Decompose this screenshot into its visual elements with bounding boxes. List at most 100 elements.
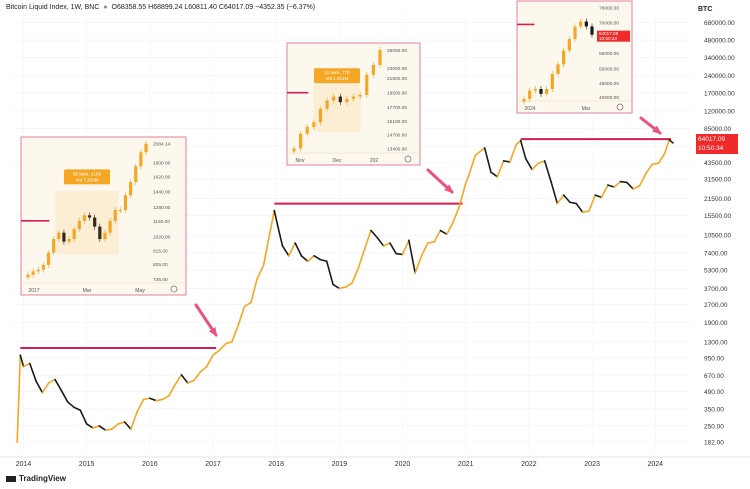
x-tick-label: 2023: [584, 461, 600, 468]
inset-y-tick: 1280.00: [153, 205, 171, 211]
inset-candle: [93, 217, 97, 227]
price-segment: [496, 160, 505, 178]
inset-y-tick: 1620.00: [153, 174, 171, 180]
price-segment: [47, 378, 56, 384]
inset-candle: [533, 89, 537, 91]
inset-candle: [528, 90, 532, 99]
inset-candle: [46, 252, 51, 265]
price-segment: [123, 421, 132, 430]
inset-y-tick: 56000.00: [599, 51, 619, 57]
y-tick-label: 120000.00: [704, 108, 735, 115]
inset-price-text: 64017.09: [599, 31, 619, 36]
inset-candle: [36, 269, 40, 272]
price-segment: [85, 423, 94, 429]
price-segment: [306, 255, 315, 263]
ohlc-high: H68899.24: [148, 4, 183, 11]
inset-candle: [52, 239, 56, 253]
price-segment: [344, 282, 353, 288]
inset-candle: [292, 148, 296, 152]
y-tick-label: 1900.00: [704, 320, 728, 327]
inset-y-tick: 1800.00: [153, 161, 171, 167]
inset-candle: [579, 21, 583, 27]
inset-y-tick: 1020.00: [153, 234, 171, 240]
inset-candle: [108, 220, 112, 233]
price-segment: [351, 267, 360, 284]
price-series: [16, 139, 674, 443]
inset-candle: [134, 166, 138, 183]
inset-candle: [87, 215, 92, 218]
inset-candle: [312, 122, 316, 127]
x-tick-label: 2015: [79, 461, 95, 468]
zoom-inset: 26000.00 23000.00 21500.00 19500.00 17700.00…: [286, 42, 421, 166]
y-tick-label: 350.00: [704, 406, 724, 413]
price-segment: [519, 139, 527, 160]
x-tick-label: 2018: [268, 461, 284, 468]
price-segment: [155, 398, 164, 402]
zoom-inset: 78000.00 70000.00 64017.09 56000.00 50000.00…: [516, 0, 633, 114]
inset-candle: [139, 152, 143, 167]
price-segment: [515, 139, 522, 146]
price-segment: [382, 242, 391, 247]
price-segment: [483, 147, 492, 174]
insets: 2084.14 1800.00 1620.00 1440.00 1280.00 1150.…: [20, 0, 633, 296]
price-segment: [581, 210, 590, 213]
x-tick-label: 2016: [142, 461, 158, 468]
inset-frame: [286, 42, 421, 166]
inset-y-tick: 13400.00: [387, 146, 407, 152]
ohlc-close: C64017.09: [218, 4, 254, 11]
inset-y-tick: 17700.00: [387, 105, 407, 111]
price-segment: [269, 209, 276, 234]
price-segment: [167, 383, 176, 397]
x-axis: 2014 2015 2016 2017 2018 2019 2020 2021 2022 2023…: [0, 456, 750, 468]
inset-x-tick: 2017: [28, 288, 39, 294]
inset-annotation-text: 11 bars, 77d: [324, 70, 350, 75]
price-segment: [502, 160, 511, 163]
price-segment: [92, 425, 101, 429]
breakout-arrow: [426, 168, 454, 194]
price-segment: [19, 354, 25, 368]
y-tick-label: 250.00: [704, 423, 724, 430]
inset-range-box: [55, 190, 119, 255]
price-segment: [66, 401, 75, 409]
y-tick-label: 43500.00: [704, 160, 731, 167]
price-segment: [193, 371, 202, 382]
y-tick-label: 680000.00: [704, 20, 735, 27]
inset-candle: [305, 126, 309, 134]
price-segment: [458, 182, 467, 208]
price-segment: [644, 163, 653, 175]
price-segment: [250, 277, 259, 304]
price-segment: [130, 410, 138, 430]
inset-annotation-text: 30 bars, 210d: [73, 171, 102, 176]
price-segment: [319, 258, 328, 263]
price-segment: [174, 374, 183, 386]
inset-y-tick: 26000.00: [387, 48, 407, 54]
inset-frame: [516, 0, 633, 114]
inset-x-tick: 202: [370, 158, 379, 164]
inset-frame: [20, 136, 187, 296]
currency-tag: BTC: [698, 6, 713, 13]
price-segment: [41, 382, 50, 394]
inset-candle: [351, 96, 356, 99]
price-segment: [395, 252, 404, 256]
price-segment: [73, 406, 82, 412]
price-segment: [16, 354, 22, 443]
tradingview-logo[interactable]: TradingView: [6, 474, 66, 483]
inset-candle: [539, 89, 543, 94]
inset-candle: [72, 229, 76, 240]
inset-candle: [338, 96, 342, 103]
inset-candle: [545, 89, 549, 94]
price-segment: [638, 172, 647, 187]
inset-y-tick: 19500.00: [387, 91, 407, 97]
inset-annotation-text: Vol 1.812M: [326, 76, 349, 81]
inset-candle: [573, 26, 577, 40]
price-segment: [632, 185, 641, 190]
price-segment: [668, 139, 674, 144]
price-segment: [111, 423, 120, 430]
inset-annotation-text: Vol 7.333M: [76, 177, 99, 182]
y-tick-label: 7400.00: [704, 251, 728, 258]
price-segment: [575, 202, 584, 213]
x-tick-label: 2017: [205, 461, 221, 468]
y-tick-label: 182.00: [704, 440, 724, 447]
last-price-box: 64017.09 10:50:34: [696, 134, 738, 154]
price-segment: [243, 301, 252, 308]
